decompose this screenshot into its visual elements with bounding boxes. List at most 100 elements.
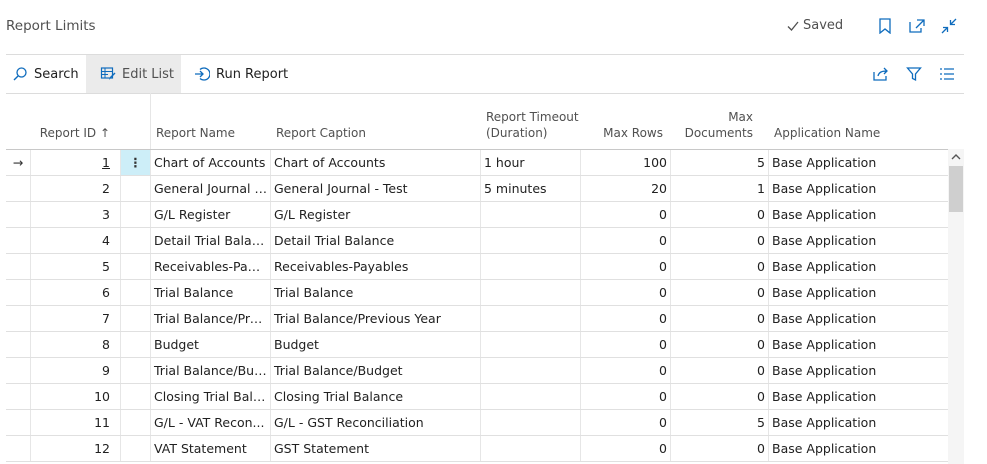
cell-max-rows[interactable]: 0 bbox=[580, 332, 670, 357]
table-row[interactable]: 6 Trial Balance Trial Balance 0 0 Base Applic… bbox=[6, 280, 948, 306]
cell-application-name[interactable]: Base Application bbox=[768, 228, 948, 253]
cell-report-caption[interactable]: Trial Balance/Budget bbox=[270, 358, 480, 383]
cell-max-documents[interactable]: 0 bbox=[670, 384, 768, 409]
cell-report-id[interactable]: 1 bbox=[30, 150, 120, 175]
cell-report-id[interactable]: 8 bbox=[30, 332, 120, 357]
cell-report-timeout[interactable] bbox=[480, 280, 580, 305]
cell-max-rows[interactable]: 0 bbox=[580, 384, 670, 409]
filter-icon[interactable] bbox=[903, 63, 925, 85]
cell-report-caption[interactable]: Trial Balance/Previous Year bbox=[270, 306, 480, 331]
cell-report-caption[interactable]: Chart of Accounts bbox=[270, 150, 480, 175]
cell-application-name[interactable]: Base Application bbox=[768, 280, 948, 305]
cell-report-id[interactable]: 9 bbox=[30, 358, 120, 383]
cell-report-caption[interactable]: Trial Balance bbox=[270, 280, 480, 305]
cell-report-caption[interactable]: GST Statement bbox=[270, 436, 480, 461]
cell-report-name[interactable]: Chart of Accounts bbox=[150, 150, 270, 175]
cell-report-name[interactable]: Receivables-Paya... bbox=[150, 254, 270, 279]
cell-application-name[interactable]: Base Application bbox=[768, 410, 948, 435]
row-menu-button[interactable] bbox=[120, 410, 150, 435]
cell-max-documents[interactable]: 0 bbox=[670, 332, 768, 357]
cell-application-name[interactable]: Base Application bbox=[768, 358, 948, 383]
row-menu-button[interactable] bbox=[120, 436, 150, 461]
cell-report-caption[interactable]: Budget bbox=[270, 332, 480, 357]
cell-application-name[interactable]: Base Application bbox=[768, 202, 948, 227]
cell-application-name[interactable]: Base Application bbox=[768, 306, 948, 331]
cell-max-documents[interactable]: 5 bbox=[670, 150, 768, 175]
cell-report-timeout[interactable] bbox=[480, 228, 580, 253]
cell-report-caption[interactable]: Receivables-Payables bbox=[270, 254, 480, 279]
cell-report-name[interactable]: General Journal -... bbox=[150, 176, 270, 201]
list-view-icon[interactable] bbox=[936, 63, 958, 85]
cell-max-rows[interactable]: 0 bbox=[580, 436, 670, 461]
table-row[interactable]: → 1 ⋮ Chart of Accounts Chart of Accounts 1 h… bbox=[6, 150, 948, 176]
cell-max-rows[interactable]: 0 bbox=[580, 254, 670, 279]
table-row[interactable]: 4 Detail Trial Balance Detail Trial Balanc… bbox=[6, 228, 948, 254]
cell-report-timeout[interactable] bbox=[480, 358, 580, 383]
cell-report-name[interactable]: VAT Statement bbox=[150, 436, 270, 461]
cell-report-name[interactable]: Detail Trial Balance bbox=[150, 228, 270, 253]
cell-report-name[interactable]: Trial Balance/Bud... bbox=[150, 358, 270, 383]
cell-max-documents[interactable]: 0 bbox=[670, 280, 768, 305]
cell-max-rows[interactable]: 20 bbox=[580, 176, 670, 201]
cell-report-id[interactable]: 10 bbox=[30, 384, 120, 409]
cell-report-id[interactable]: 3 bbox=[30, 202, 120, 227]
cell-max-rows[interactable]: 0 bbox=[580, 306, 670, 331]
cell-application-name[interactable]: Base Application bbox=[768, 150, 948, 175]
row-menu-button[interactable] bbox=[120, 358, 150, 383]
table-row[interactable]: 12 VAT Statement GST Statement 0 0 Base Appli… bbox=[6, 436, 948, 462]
row-menu-button[interactable] bbox=[120, 202, 150, 227]
cell-report-timeout[interactable]: 1 hour bbox=[480, 150, 580, 175]
cell-max-rows[interactable]: 0 bbox=[580, 280, 670, 305]
table-row[interactable]: 10 Closing Trial Bala... Closing Trial Bal… bbox=[6, 384, 948, 410]
scroll-up-icon[interactable] bbox=[948, 149, 964, 165]
row-menu-button[interactable] bbox=[120, 280, 150, 305]
cell-max-documents[interactable]: 0 bbox=[670, 358, 768, 383]
col-header-max-documents[interactable]: Max Documents bbox=[676, 109, 753, 141]
cell-report-caption[interactable]: Detail Trial Balance bbox=[270, 228, 480, 253]
cell-report-id[interactable]: 7 bbox=[30, 306, 120, 331]
cell-report-caption[interactable]: General Journal - Test bbox=[270, 176, 480, 201]
cell-report-timeout[interactable] bbox=[480, 254, 580, 279]
row-menu-button[interactable] bbox=[120, 254, 150, 279]
cell-report-timeout[interactable] bbox=[480, 410, 580, 435]
cell-max-documents[interactable]: 0 bbox=[670, 228, 768, 253]
cell-report-name[interactable]: G/L Register bbox=[150, 202, 270, 227]
cell-application-name[interactable]: Base Application bbox=[768, 332, 948, 357]
bookmark-icon[interactable] bbox=[874, 15, 896, 37]
share-icon[interactable] bbox=[870, 63, 892, 85]
vertical-scrollbar[interactable] bbox=[948, 149, 964, 464]
cell-report-timeout[interactable] bbox=[480, 306, 580, 331]
cell-max-documents[interactable]: 0 bbox=[670, 306, 768, 331]
cell-report-caption[interactable]: G/L - GST Reconciliation bbox=[270, 410, 480, 435]
row-menu-button[interactable] bbox=[120, 176, 150, 201]
cell-max-rows[interactable]: 0 bbox=[580, 202, 670, 227]
row-menu-button[interactable] bbox=[120, 384, 150, 409]
cell-max-rows[interactable]: 0 bbox=[580, 358, 670, 383]
run-report-button[interactable]: Run Report bbox=[194, 55, 294, 93]
col-header-report-timeout[interactable]: Report Timeout (Duration) bbox=[486, 109, 579, 141]
col-header-application-name[interactable]: Application Name bbox=[774, 126, 881, 140]
cell-max-documents[interactable]: 1 bbox=[670, 176, 768, 201]
cell-report-name[interactable]: G/L - VAT Recon... bbox=[150, 410, 270, 435]
cell-report-id[interactable]: 12 bbox=[30, 436, 120, 461]
cell-max-documents[interactable]: 0 bbox=[670, 202, 768, 227]
col-header-report-name[interactable]: Report Name bbox=[156, 126, 235, 140]
cell-max-documents[interactable]: 0 bbox=[670, 254, 768, 279]
cell-report-id[interactable]: 6 bbox=[30, 280, 120, 305]
cell-max-rows[interactable]: 100 bbox=[580, 150, 670, 175]
cell-max-rows[interactable]: 0 bbox=[580, 228, 670, 253]
cell-application-name[interactable]: Base Application bbox=[768, 254, 948, 279]
collapse-icon[interactable] bbox=[938, 15, 960, 37]
open-new-window-icon[interactable] bbox=[906, 15, 928, 37]
row-menu-button[interactable] bbox=[120, 332, 150, 357]
row-menu-button[interactable] bbox=[120, 306, 150, 331]
cell-report-timeout[interactable]: 5 minutes bbox=[480, 176, 580, 201]
cell-report-name[interactable]: Trial Balance/Pre... bbox=[150, 306, 270, 331]
cell-max-documents[interactable]: 5 bbox=[670, 410, 768, 435]
cell-report-id[interactable]: 5 bbox=[30, 254, 120, 279]
table-row[interactable]: 5 Receivables-Paya... Receivables-Payables… bbox=[6, 254, 948, 280]
cell-report-caption[interactable]: G/L Register bbox=[270, 202, 480, 227]
row-menu-button[interactable] bbox=[120, 228, 150, 253]
cell-report-timeout[interactable] bbox=[480, 202, 580, 227]
table-row[interactable]: 2 General Journal -... General Journal - T… bbox=[6, 176, 948, 202]
